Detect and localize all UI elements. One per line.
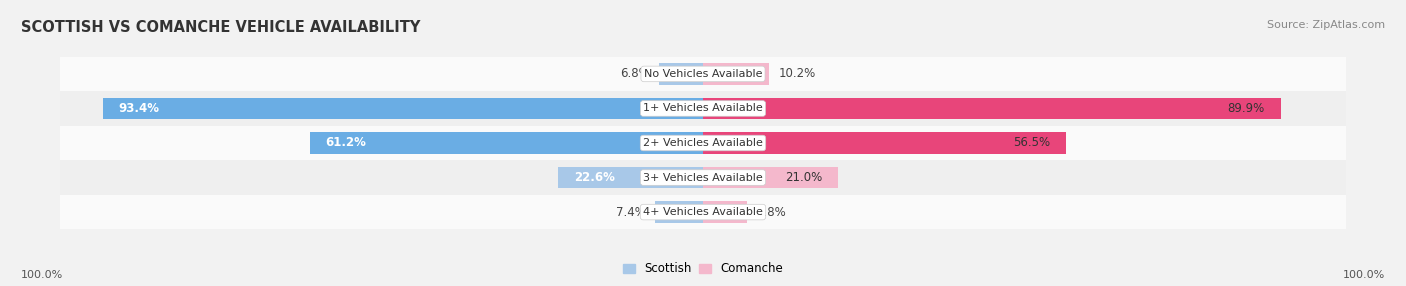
- Text: 93.4%: 93.4%: [118, 102, 160, 115]
- Bar: [659, 63, 703, 85]
- Bar: [703, 98, 1281, 119]
- Bar: [60, 195, 1346, 229]
- Bar: [703, 201, 747, 223]
- Text: 89.9%: 89.9%: [1227, 102, 1265, 115]
- Text: 6.8%: 6.8%: [756, 206, 786, 219]
- Text: 6.8%: 6.8%: [620, 67, 650, 80]
- Bar: [655, 201, 703, 223]
- Text: 100.0%: 100.0%: [21, 270, 63, 280]
- Text: 61.2%: 61.2%: [326, 136, 367, 150]
- Bar: [103, 98, 703, 119]
- Text: No Vehicles Available: No Vehicles Available: [644, 69, 762, 79]
- Legend: Scottish, Comanche: Scottish, Comanche: [619, 258, 787, 280]
- Bar: [309, 132, 703, 154]
- Text: 100.0%: 100.0%: [1343, 270, 1385, 280]
- Text: 22.6%: 22.6%: [574, 171, 614, 184]
- Text: 1+ Vehicles Available: 1+ Vehicles Available: [643, 104, 763, 114]
- Text: 7.4%: 7.4%: [616, 206, 645, 219]
- Text: SCOTTISH VS COMANCHE VEHICLE AVAILABILITY: SCOTTISH VS COMANCHE VEHICLE AVAILABILIT…: [21, 20, 420, 35]
- Bar: [558, 167, 703, 188]
- Bar: [60, 126, 1346, 160]
- Bar: [60, 91, 1346, 126]
- Text: 21.0%: 21.0%: [785, 171, 823, 184]
- Text: Source: ZipAtlas.com: Source: ZipAtlas.com: [1267, 20, 1385, 30]
- Bar: [703, 63, 769, 85]
- Text: 2+ Vehicles Available: 2+ Vehicles Available: [643, 138, 763, 148]
- Bar: [703, 167, 838, 188]
- Text: 56.5%: 56.5%: [1012, 136, 1050, 150]
- Text: 4+ Vehicles Available: 4+ Vehicles Available: [643, 207, 763, 217]
- Text: 3+ Vehicles Available: 3+ Vehicles Available: [643, 172, 763, 182]
- Bar: [60, 160, 1346, 195]
- Text: 10.2%: 10.2%: [778, 67, 815, 80]
- Bar: [703, 132, 1066, 154]
- Bar: [60, 57, 1346, 91]
